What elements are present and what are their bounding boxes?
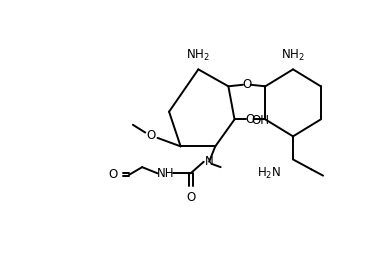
Text: O: O: [186, 191, 195, 204]
Text: O: O: [108, 168, 117, 181]
Text: NH: NH: [156, 167, 174, 180]
Text: O: O: [242, 78, 252, 91]
Text: O: O: [147, 129, 156, 142]
Text: H$_2$N: H$_2$N: [257, 166, 281, 181]
Text: NH$_2$: NH$_2$: [186, 48, 210, 63]
Text: NH$_2$: NH$_2$: [281, 48, 305, 63]
Text: O: O: [245, 113, 255, 126]
Text: OH: OH: [252, 114, 269, 127]
Text: N: N: [205, 155, 213, 168]
